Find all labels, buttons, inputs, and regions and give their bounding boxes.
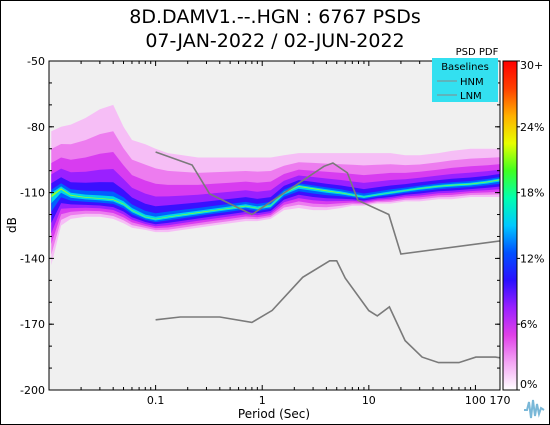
colorbar-tick-label: 0% [520,378,537,391]
y-axis: -50 -80 -110 -140 -170 -200 [20,55,500,397]
x-tick-label: 10 [362,394,376,407]
colorbar [502,60,518,391]
y-tick-label: -110 [20,187,45,200]
x-axis-title: Period (Sec) [238,407,310,421]
lnm-line [155,259,500,364]
hnm-line [155,151,500,255]
legend-lnm-label: LNM [460,91,482,102]
colorbar-tick-label: 12% [520,252,544,265]
y-tick-label: -50 [27,55,45,68]
x-axis: 0.1 1 10 100 170 [80,61,511,407]
x-tick-label: 1 [259,394,266,407]
colorbar-tick-label: 6% [520,318,537,331]
y-axis-title: dB [5,217,19,233]
noise-models [155,151,500,364]
legend: Baselines HNM LNM [432,58,498,102]
colorbar-tick-label: 24% [520,121,544,134]
colorbar-tick-label: 30+ [520,59,543,72]
chart-title: 8D.DAMV1.--.HGN : 6767 PSDs [129,6,421,28]
wave-logo-icon [522,396,546,422]
legend-hnm-label: HNM [460,77,484,88]
y-tick-label: -200 [20,384,45,397]
colorbar-tick-label: 18% [520,187,544,200]
y-tick-label: -80 [27,121,45,134]
y-tick-label: -170 [20,318,45,331]
x-tick-label: 170 [490,394,511,407]
plot-border [48,60,501,391]
plot-area [49,61,500,390]
legend-title: Baselines [441,62,489,73]
x-tick-label: 0.1 [147,394,165,407]
colorbar-title: PSD PDF [456,47,499,58]
colorbar-ticks: 30+ 24% 18% 12% 6% 0% [517,59,544,391]
x-tick-label: 100 [465,394,486,407]
y-tick-label: -140 [20,252,45,265]
chart-subtitle: 07-JAN-2022 / 02-JUN-2022 [145,30,405,52]
